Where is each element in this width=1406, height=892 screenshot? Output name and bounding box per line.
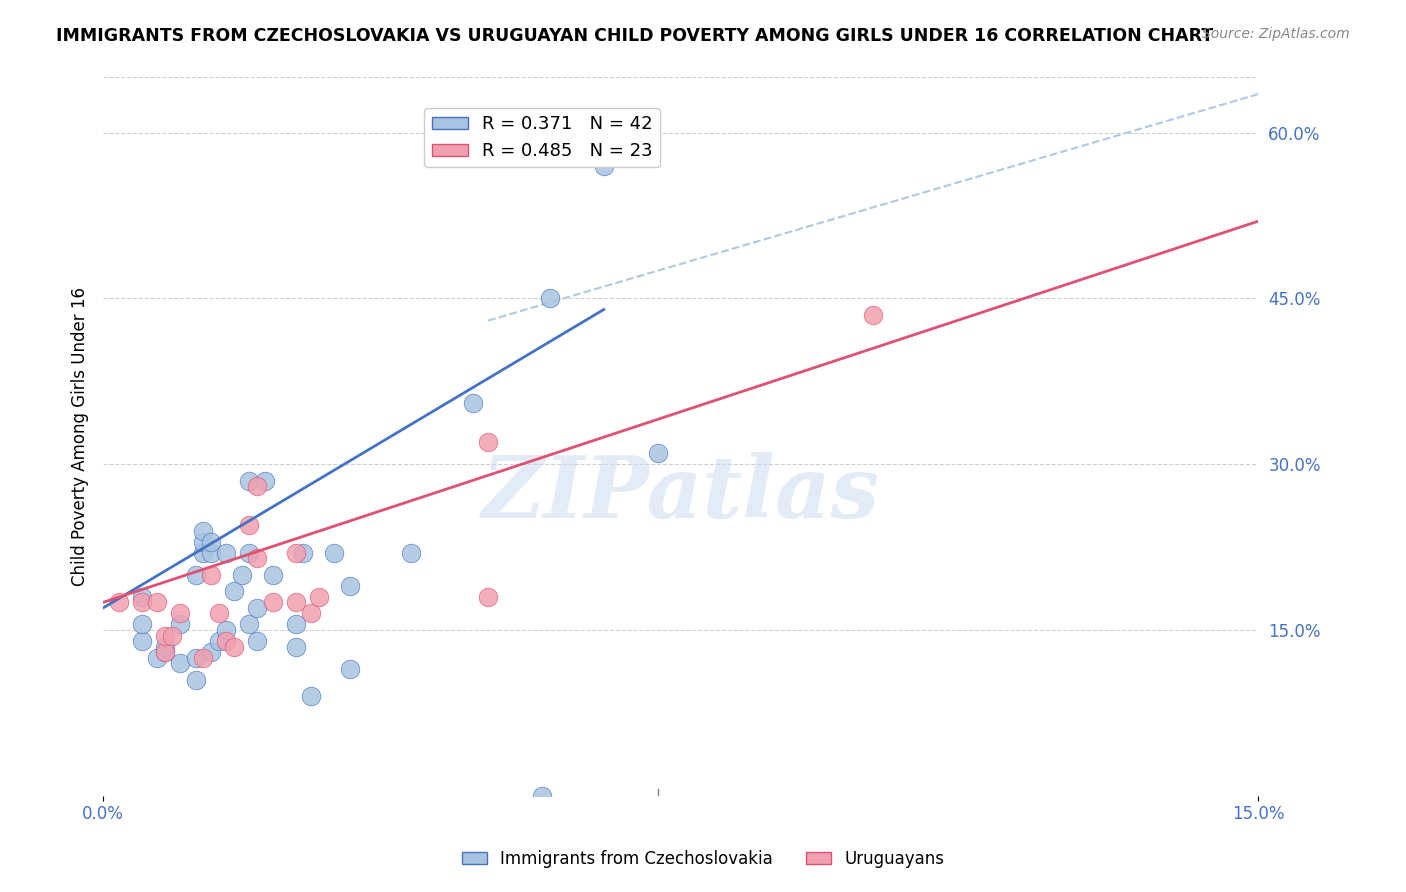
Point bbox=[299, 607, 322, 621]
Point bbox=[184, 567, 207, 582]
Point bbox=[193, 546, 215, 560]
Point bbox=[339, 579, 361, 593]
Point bbox=[131, 634, 153, 648]
Point bbox=[308, 590, 330, 604]
Point bbox=[131, 590, 153, 604]
Point bbox=[215, 634, 238, 648]
Point bbox=[531, 789, 554, 803]
Point bbox=[222, 584, 245, 599]
Point bbox=[107, 595, 129, 609]
Point bbox=[592, 159, 614, 173]
Point bbox=[238, 474, 260, 488]
Text: IMMIGRANTS FROM CZECHOSLOVAKIA VS URUGUAYAN CHILD POVERTY AMONG GIRLS UNDER 16 C: IMMIGRANTS FROM CZECHOSLOVAKIA VS URUGUA… bbox=[56, 27, 1213, 45]
Point bbox=[208, 634, 231, 648]
Text: Source: ZipAtlas.com: Source: ZipAtlas.com bbox=[1202, 27, 1350, 41]
Point bbox=[262, 595, 284, 609]
Point bbox=[200, 645, 222, 659]
Point bbox=[246, 479, 269, 493]
Point bbox=[299, 690, 322, 704]
Text: ZIPatlas: ZIPatlas bbox=[482, 452, 880, 536]
Point bbox=[284, 640, 307, 654]
Point bbox=[131, 617, 153, 632]
Point bbox=[208, 607, 231, 621]
Point bbox=[262, 567, 284, 582]
Point bbox=[538, 292, 561, 306]
Point bbox=[131, 595, 153, 609]
Point bbox=[323, 546, 346, 560]
Legend: R = 0.371   N = 42, R = 0.485   N = 23: R = 0.371 N = 42, R = 0.485 N = 23 bbox=[425, 108, 659, 168]
Point bbox=[647, 446, 669, 460]
Point bbox=[153, 640, 176, 654]
Point bbox=[184, 650, 207, 665]
Point bbox=[153, 645, 176, 659]
Point bbox=[153, 628, 176, 642]
Point bbox=[231, 567, 253, 582]
Point bbox=[284, 617, 307, 632]
Point bbox=[153, 645, 176, 659]
Point bbox=[146, 595, 169, 609]
Point bbox=[162, 628, 184, 642]
Point bbox=[238, 617, 260, 632]
Y-axis label: Child Poverty Among Girls Under 16: Child Poverty Among Girls Under 16 bbox=[72, 287, 89, 586]
Point bbox=[862, 308, 884, 322]
Point bbox=[284, 595, 307, 609]
Legend: Immigrants from Czechoslovakia, Uruguayans: Immigrants from Czechoslovakia, Uruguaya… bbox=[456, 844, 950, 875]
Point bbox=[461, 396, 484, 410]
Point bbox=[193, 524, 215, 538]
Point bbox=[246, 634, 269, 648]
Point bbox=[200, 546, 222, 560]
Point bbox=[146, 650, 169, 665]
Point bbox=[193, 650, 215, 665]
Point bbox=[169, 607, 191, 621]
Point bbox=[169, 617, 191, 632]
Point bbox=[339, 662, 361, 676]
Point bbox=[292, 546, 315, 560]
Point bbox=[169, 656, 191, 670]
Point bbox=[200, 534, 222, 549]
Point bbox=[253, 474, 276, 488]
Point bbox=[184, 673, 207, 687]
Point bbox=[477, 435, 499, 450]
Point bbox=[284, 546, 307, 560]
Point bbox=[246, 600, 269, 615]
Point bbox=[477, 590, 499, 604]
Point bbox=[238, 546, 260, 560]
Point bbox=[246, 551, 269, 566]
Point bbox=[193, 534, 215, 549]
Point bbox=[238, 518, 260, 533]
Point bbox=[215, 623, 238, 637]
Point bbox=[200, 567, 222, 582]
Point bbox=[222, 640, 245, 654]
Point bbox=[215, 546, 238, 560]
Point bbox=[399, 546, 422, 560]
